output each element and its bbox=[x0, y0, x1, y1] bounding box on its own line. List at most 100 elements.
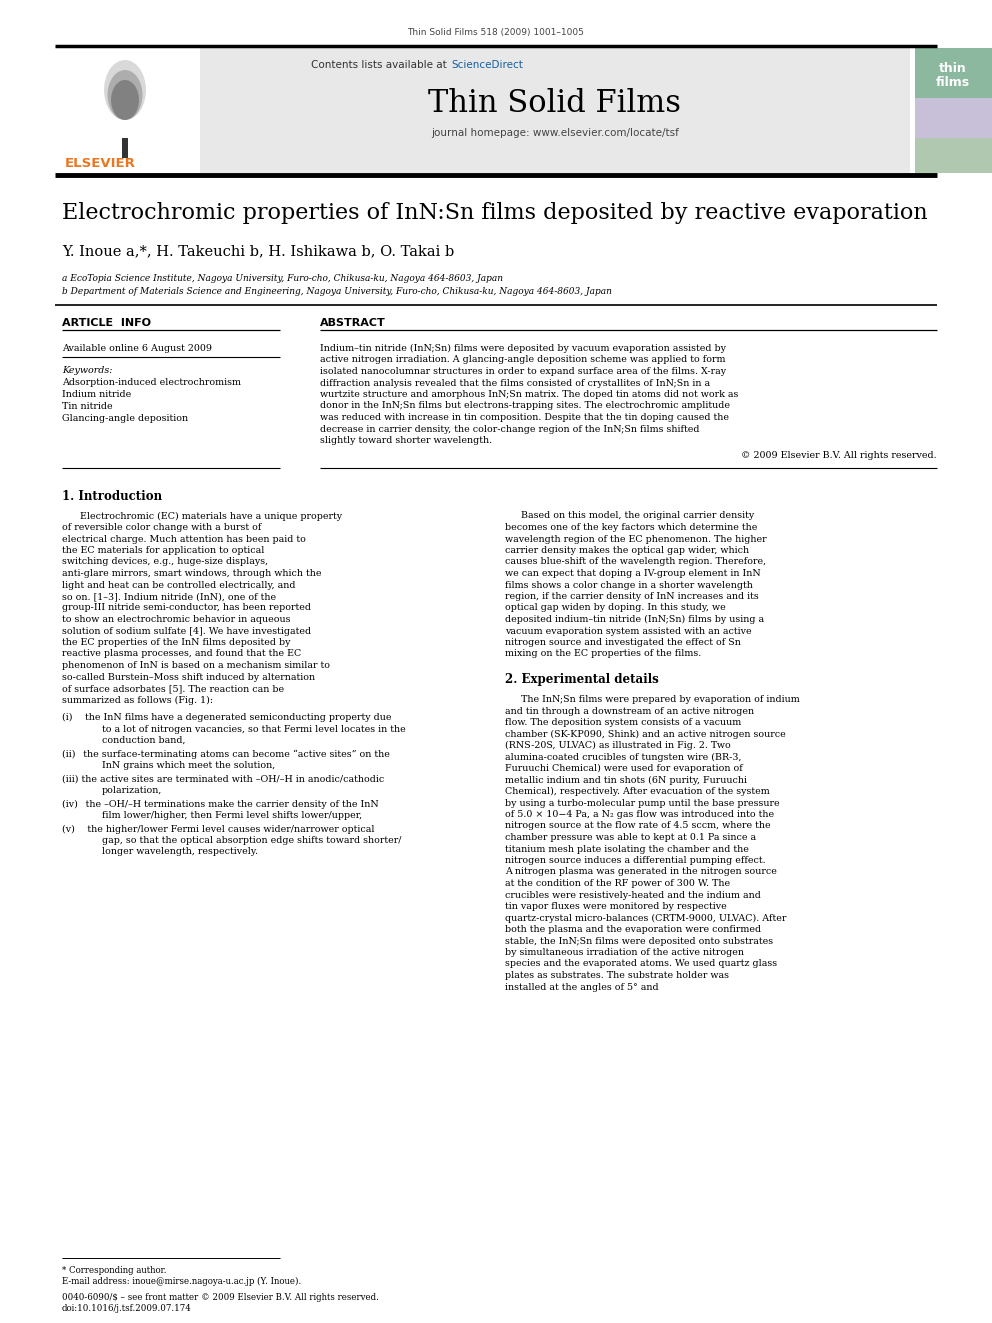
Text: to show an electrochromic behavior in aqueous: to show an electrochromic behavior in aq… bbox=[62, 615, 291, 624]
Text: species and the evaporated atoms. We used quartz glass: species and the evaporated atoms. We use… bbox=[505, 959, 777, 968]
Text: Indium nitride: Indium nitride bbox=[62, 390, 131, 400]
Text: becomes one of the key factors which determine the: becomes one of the key factors which det… bbox=[505, 523, 757, 532]
Text: nitrogen source at the flow rate of 4.5 sccm, where the: nitrogen source at the flow rate of 4.5 … bbox=[505, 822, 771, 831]
Text: and tin through a downstream of an active nitrogen: and tin through a downstream of an activ… bbox=[505, 706, 754, 716]
Text: crucibles were resistively-heated and the indium and: crucibles were resistively-heated and th… bbox=[505, 890, 761, 900]
Text: 0040-6090/$ – see front matter © 2009 Elsevier B.V. All rights reserved.: 0040-6090/$ – see front matter © 2009 El… bbox=[62, 1293, 379, 1302]
Text: longer wavelength, respectively.: longer wavelength, respectively. bbox=[102, 848, 258, 856]
Text: causes blue-shift of the wavelength region. Therefore,: causes blue-shift of the wavelength regi… bbox=[505, 557, 766, 566]
Text: deposited indium–tin nitride (InN;Sn) films by using a: deposited indium–tin nitride (InN;Sn) fi… bbox=[505, 615, 764, 624]
Text: ARTICLE  INFO: ARTICLE INFO bbox=[62, 318, 151, 328]
Text: 1. Introduction: 1. Introduction bbox=[62, 490, 162, 503]
Bar bbox=[200, 48, 910, 173]
Text: (ii)  the surface-terminating atoms can become “active sites” on the: (ii) the surface-terminating atoms can b… bbox=[62, 750, 390, 759]
Text: Keywords:: Keywords: bbox=[62, 366, 112, 374]
Ellipse shape bbox=[111, 79, 139, 120]
Text: reactive plasma processes, and found that the EC: reactive plasma processes, and found tha… bbox=[62, 650, 302, 659]
Text: InN grains which meet the solution,: InN grains which meet the solution, bbox=[102, 761, 275, 770]
Text: Contents lists available at: Contents lists available at bbox=[311, 60, 450, 70]
Text: light and heat can be controlled electrically, and: light and heat can be controlled electri… bbox=[62, 581, 296, 590]
Text: mixing on the EC properties of the films.: mixing on the EC properties of the films… bbox=[505, 650, 701, 659]
Text: (i)  the InN films have a degenerated semiconducting property due: (i) the InN films have a degenerated sem… bbox=[62, 713, 392, 722]
Text: of 5.0 × 10−4 Pa, a N₂ gas flow was introduced into the: of 5.0 × 10−4 Pa, a N₂ gas flow was intr… bbox=[505, 810, 774, 819]
Text: stable, the InN;Sn films were deposited onto substrates: stable, the InN;Sn films were deposited … bbox=[505, 937, 773, 946]
Text: Based on this model, the original carrier density: Based on this model, the original carrie… bbox=[521, 512, 754, 520]
Text: active nitrogen irradiation. A glancing-angle deposition scheme was applied to f: active nitrogen irradiation. A glancing-… bbox=[320, 356, 725, 365]
Text: journal homepage: www.elsevier.com/locate/tsf: journal homepage: www.elsevier.com/locat… bbox=[432, 128, 679, 138]
Text: (iv)  the –OH/–H terminations make the carrier density of the InN: (iv) the –OH/–H terminations make the ca… bbox=[62, 799, 379, 808]
Text: of surface adsorbates [5]. The reaction can be: of surface adsorbates [5]. The reaction … bbox=[62, 684, 284, 693]
Text: The InN;Sn films were prepared by evaporation of indium: The InN;Sn films were prepared by evapor… bbox=[521, 695, 800, 704]
Bar bbox=[915, 98, 992, 138]
Text: flow. The deposition system consists of a vacuum: flow. The deposition system consists of … bbox=[505, 718, 741, 728]
Text: decrease in carrier density, the color-change region of the InN;Sn films shifted: decrease in carrier density, the color-c… bbox=[320, 425, 699, 434]
Text: chamber pressure was able to kept at 0.1 Pa since a: chamber pressure was able to kept at 0.1… bbox=[505, 833, 756, 841]
Text: solution of sodium sulfate [4]. We have investigated: solution of sodium sulfate [4]. We have … bbox=[62, 627, 311, 635]
Text: so-called Burstein–Moss shift induced by alternation: so-called Burstein–Moss shift induced by… bbox=[62, 672, 315, 681]
Text: thin: thin bbox=[939, 62, 967, 75]
Text: wurtzite structure and amorphous InN;Sn matrix. The doped tin atoms did not work: wurtzite structure and amorphous InN;Sn … bbox=[320, 390, 738, 400]
Text: Thin Solid Films 518 (2009) 1001–1005: Thin Solid Films 518 (2009) 1001–1005 bbox=[408, 28, 584, 37]
Text: chamber (SK-KP090, Shink) and an active nitrogen source: chamber (SK-KP090, Shink) and an active … bbox=[505, 729, 786, 738]
Text: a EcoTopia Science Institute, Nagoya University, Furo-cho, Chikusa-ku, Nagoya 46: a EcoTopia Science Institute, Nagoya Uni… bbox=[62, 274, 503, 283]
Bar bbox=[915, 48, 992, 98]
Text: film lower/higher, then Fermi level shifts lower/upper,: film lower/higher, then Fermi level shif… bbox=[102, 811, 362, 820]
Text: Y. Inoue a,*, H. Takeuchi b, H. Ishikawa b, O. Takai b: Y. Inoue a,*, H. Takeuchi b, H. Ishikawa… bbox=[62, 243, 454, 258]
Text: Furuuchi Chemical) were used for evaporation of: Furuuchi Chemical) were used for evapora… bbox=[505, 763, 743, 773]
Text: the EC properties of the InN films deposited by: the EC properties of the InN films depos… bbox=[62, 638, 291, 647]
Text: wavelength region of the EC phenomenon. The higher: wavelength region of the EC phenomenon. … bbox=[505, 534, 767, 544]
Text: E-mail address: inoue@mirse.nagoya-u.ac.jp (Y. Inoue).: E-mail address: inoue@mirse.nagoya-u.ac.… bbox=[62, 1277, 302, 1286]
Text: electrical charge. Much attention has been paid to: electrical charge. Much attention has be… bbox=[62, 534, 306, 544]
Text: Electrochromic properties of InN:Sn films deposited by reactive evaporation: Electrochromic properties of InN:Sn film… bbox=[62, 202, 928, 224]
Text: optical gap widen by doping. In this study, we: optical gap widen by doping. In this stu… bbox=[505, 603, 726, 613]
Text: slightly toward shorter wavelength.: slightly toward shorter wavelength. bbox=[320, 437, 492, 445]
Text: ABSTRACT: ABSTRACT bbox=[320, 318, 386, 328]
Text: to a lot of nitrogen vacancies, so that Fermi level locates in the: to a lot of nitrogen vacancies, so that … bbox=[102, 725, 406, 733]
Text: so on. [1–3]. Indium nitride (InN), one of the: so on. [1–3]. Indium nitride (InN), one … bbox=[62, 591, 276, 601]
Text: metallic indium and tin shots (6N purity, Furuuchi: metallic indium and tin shots (6N purity… bbox=[505, 775, 747, 785]
Text: by simultaneous irradiation of the active nitrogen: by simultaneous irradiation of the activ… bbox=[505, 949, 744, 957]
Bar bbox=[915, 138, 992, 173]
Text: switching devices, e.g., huge-size displays,: switching devices, e.g., huge-size displ… bbox=[62, 557, 268, 566]
Text: Adsorption-induced electrochromism: Adsorption-induced electrochromism bbox=[62, 378, 241, 388]
Text: Available online 6 August 2009: Available online 6 August 2009 bbox=[62, 344, 212, 353]
Text: b Department of Materials Science and Engineering, Nagoya University, Furo-cho, : b Department of Materials Science and En… bbox=[62, 287, 612, 296]
Text: carrier density makes the optical gap wider, which: carrier density makes the optical gap wi… bbox=[505, 546, 749, 556]
Text: Chemical), respectively. After evacuation of the system: Chemical), respectively. After evacuatio… bbox=[505, 787, 770, 796]
Text: 2. Experimental details: 2. Experimental details bbox=[505, 673, 659, 687]
Text: conduction band,: conduction band, bbox=[102, 736, 186, 745]
Bar bbox=[122, 138, 128, 157]
Text: films: films bbox=[935, 75, 970, 89]
Text: anti-glare mirrors, smart windows, through which the: anti-glare mirrors, smart windows, throu… bbox=[62, 569, 321, 578]
Ellipse shape bbox=[104, 60, 146, 120]
Text: Indium–tin nitride (InN;Sn) films were deposited by vacuum evaporation assisted : Indium–tin nitride (InN;Sn) films were d… bbox=[320, 344, 726, 353]
Text: phenomenon of InN is based on a mechanism similar to: phenomenon of InN is based on a mechanis… bbox=[62, 662, 330, 669]
Text: we can expect that doping a IV-group element in InN: we can expect that doping a IV-group ele… bbox=[505, 569, 761, 578]
Text: titanium mesh plate isolating the chamber and the: titanium mesh plate isolating the chambe… bbox=[505, 844, 749, 853]
Text: Electrochromic (EC) materials have a unique property: Electrochromic (EC) materials have a uni… bbox=[80, 512, 342, 521]
Text: tin vapor fluxes were monitored by respective: tin vapor fluxes were monitored by respe… bbox=[505, 902, 727, 912]
Text: was reduced with increase in tin composition. Despite that the tin doping caused: was reduced with increase in tin composi… bbox=[320, 413, 729, 422]
Text: Thin Solid Films: Thin Solid Films bbox=[429, 89, 682, 119]
Text: © 2009 Elsevier B.V. All rights reserved.: © 2009 Elsevier B.V. All rights reserved… bbox=[741, 451, 937, 459]
Text: alumina-coated crucibles of tungsten wire (BR-3,: alumina-coated crucibles of tungsten wir… bbox=[505, 753, 741, 762]
Text: gap, so that the optical absorption edge shifts toward shorter/: gap, so that the optical absorption edge… bbox=[102, 836, 402, 845]
Text: both the plasma and the evaporation were confirmed: both the plasma and the evaporation were… bbox=[505, 925, 761, 934]
Text: (iii) the active sites are terminated with –OH/–H in anodic/cathodic: (iii) the active sites are terminated wi… bbox=[62, 774, 384, 783]
Bar bbox=[55, 48, 195, 173]
Text: by using a turbo-molecular pump until the base pressure: by using a turbo-molecular pump until th… bbox=[505, 799, 780, 807]
Text: vacuum evaporation system assisted with an active: vacuum evaporation system assisted with … bbox=[505, 627, 752, 635]
Text: (v)  the higher/lower Fermi level causes wider/narrower optical: (v) the higher/lower Fermi level causes … bbox=[62, 824, 375, 833]
Bar bbox=[915, 48, 992, 173]
Text: nitrogen source and investigated the effect of Sn: nitrogen source and investigated the eff… bbox=[505, 638, 741, 647]
Text: the EC materials for application to optical: the EC materials for application to opti… bbox=[62, 546, 265, 556]
Text: installed at the angles of 5° and: installed at the angles of 5° and bbox=[505, 983, 659, 991]
Text: donor in the InN;Sn films but electrons-trapping sites. The electrochromic ampli: donor in the InN;Sn films but electrons-… bbox=[320, 401, 730, 410]
Text: at the condition of the RF power of 300 W. The: at the condition of the RF power of 300 … bbox=[505, 878, 730, 888]
Text: nitrogen source induces a differential pumping effect.: nitrogen source induces a differential p… bbox=[505, 856, 766, 865]
Text: summarized as follows (Fig. 1):: summarized as follows (Fig. 1): bbox=[62, 696, 213, 705]
Text: (RNS-20S, ULVAC) as illustrated in Fig. 2. Two: (RNS-20S, ULVAC) as illustrated in Fig. … bbox=[505, 741, 731, 750]
Text: ELSEVIER: ELSEVIER bbox=[65, 157, 136, 169]
Text: Tin nitride: Tin nitride bbox=[62, 402, 113, 411]
Text: group-III nitride semi-conductor, has been reported: group-III nitride semi-conductor, has be… bbox=[62, 603, 311, 613]
